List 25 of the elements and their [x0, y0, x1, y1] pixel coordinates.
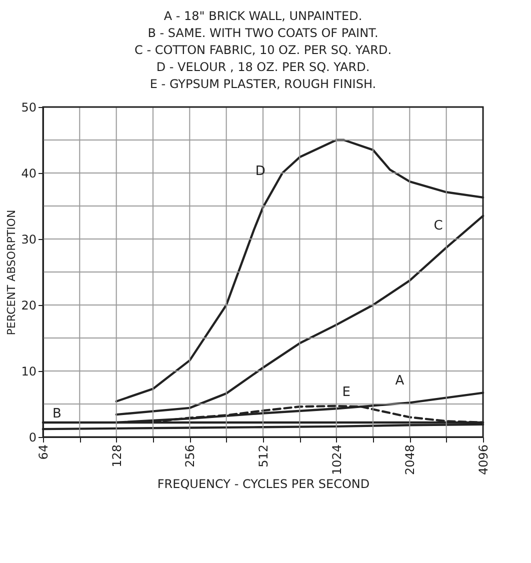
- y-tick-label: 50: [21, 100, 36, 114]
- y-tick-label: 10: [21, 364, 36, 378]
- series-label: B: [52, 406, 62, 422]
- series-label: A: [395, 374, 404, 389]
- text: B - SAME. WITH TWO COATS OF PAINT.: [148, 26, 378, 40]
- series-label: C: [434, 218, 443, 234]
- x-tick-label: 128: [110, 444, 124, 468]
- text: E - GYPSUM PLASTER, ROUGH FINISH.: [150, 77, 376, 91]
- y-axis-title: PERCENT ABSORPTION: [5, 210, 18, 336]
- text: A - 18" BRICK WALL, UNPAINTED.: [164, 9, 362, 23]
- x-tick-label: 4096: [476, 444, 490, 476]
- text: C - COTTON FABRIC, 10 OZ. PER SQ. YARD.: [134, 43, 392, 57]
- y-tick-label: 0: [28, 430, 36, 444]
- x-axis-title: FREQUENCY - CYCLES PER SECOND: [157, 477, 370, 492]
- text: D - VELOUR , 18 OZ. PER SQ. YARD.: [156, 60, 370, 74]
- x-tick-label: 2048: [403, 444, 418, 476]
- series-label: E: [342, 384, 350, 400]
- x-tick-label: 64: [36, 444, 50, 460]
- y-tick-label: 30: [21, 232, 36, 246]
- y-tick-label: 40: [21, 166, 36, 180]
- x-tick-label: 512: [256, 444, 270, 468]
- x-tick-label: 1024: [330, 444, 344, 476]
- series-label: D: [255, 164, 266, 179]
- y-tick-label: 20: [21, 298, 36, 312]
- x-tick-label: 256: [183, 444, 198, 468]
